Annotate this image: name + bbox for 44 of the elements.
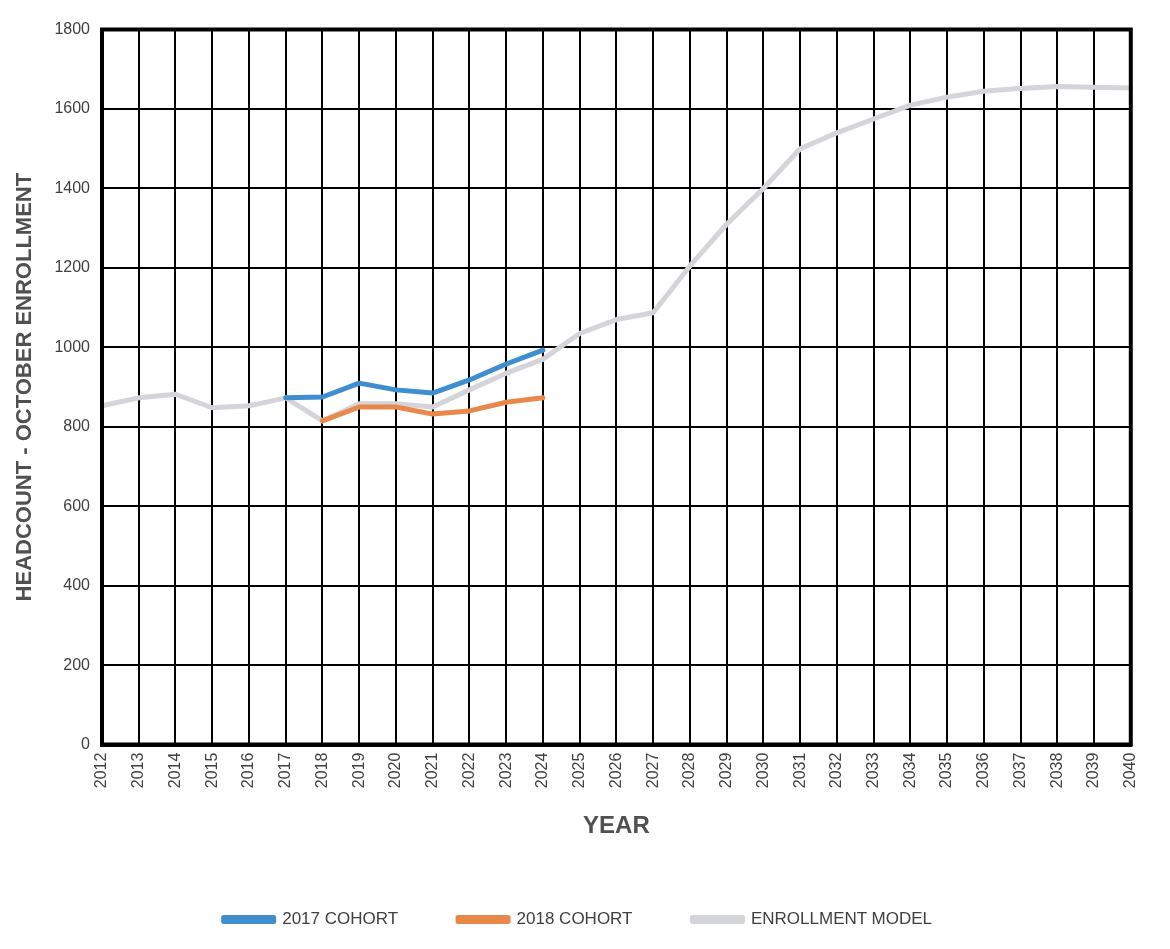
x-tick-label: 2029 [717,752,735,789]
x-tick-label: 2021 [423,752,441,789]
x-tick-label: 2018 [312,752,330,789]
x-tick-label: 2020 [386,752,404,789]
x-tick-label: 2026 [606,752,624,789]
y-tick-label: 600 [63,496,91,514]
x-tick-label: 2034 [900,752,918,789]
y-tick-label: 800 [63,417,91,435]
x-tick-label: 2028 [680,752,698,789]
x-tick-label: 2023 [496,752,514,789]
x-tick-label: 2015 [202,752,220,789]
x-tick-label: 2035 [937,752,955,789]
x-tick-label: 2017 [276,752,294,789]
legend-label: 2018 COHORT [516,909,633,929]
legend-label: ENROLLMENT MODEL [750,909,933,929]
x-tick-label: 2031 [790,752,808,789]
y-tick-label: 400 [63,576,91,594]
x-tick-label: 2014 [165,752,183,789]
y-tick-label: 1200 [54,258,91,276]
x-tick-label: 2022 [459,752,477,789]
y-tick-label: 200 [63,655,91,673]
x-tick-label: 2013 [129,752,147,789]
x-tick-label: 2019 [349,752,367,789]
y-tick-label: 0 [81,735,91,753]
y-tick-label: 1400 [54,178,91,196]
x-tick-label: 2012 [92,752,110,789]
x-tick-label: 2032 [827,752,845,789]
y-axis-title: HEADCOUNT - OCTOBER ENROLLMENT [11,172,37,602]
x-tick-label: 2033 [864,752,881,789]
y-tick-label: 1000 [54,337,91,355]
legend-label: 2017 COHORT [282,909,399,929]
y-tick-label: 1800 [54,20,91,38]
x-tick-label: 2038 [1047,752,1065,789]
x-tick-label: 2016 [239,752,257,789]
x-tick-label: 2030 [753,752,771,789]
x-tick-label: 2036 [974,752,992,789]
x-tick-label: 2025 [570,752,588,789]
x-tick-label: 2040 [1121,752,1139,789]
x-tick-label: 2037 [1010,752,1028,789]
x-axis-title: YEAR [583,811,650,839]
x-tick-label: 2024 [533,752,551,789]
y-tick-label: 1600 [54,99,91,117]
x-tick-label: 2039 [1084,752,1102,789]
x-tick-label: 2027 [643,752,661,789]
